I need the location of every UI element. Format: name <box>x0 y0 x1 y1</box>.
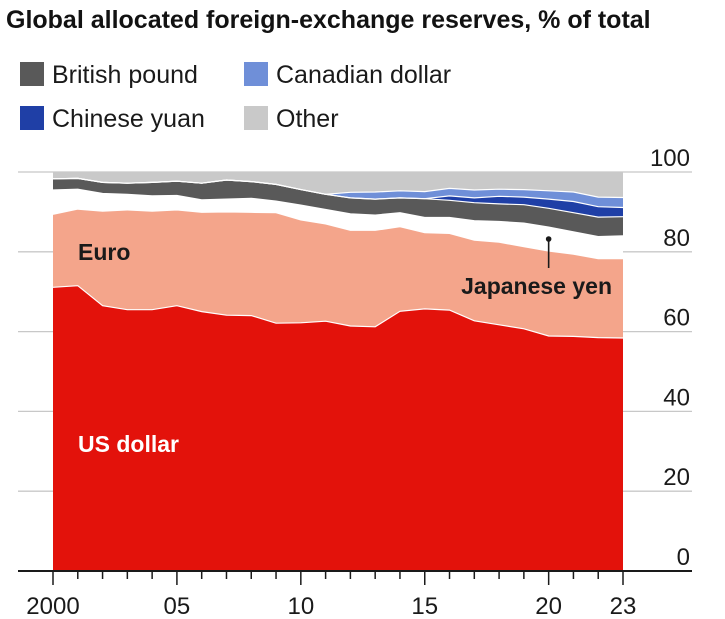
legend-swatch-british-pound <box>20 62 44 86</box>
series-label-euro: Euro <box>78 239 130 265</box>
y-tick-label-20: 20 <box>663 464 690 491</box>
chart-title: Global allocated foreign-exchange reserv… <box>6 6 651 34</box>
axes: 2000 05 10 15 20 23 0 20 40 60 80 100 <box>18 145 692 619</box>
legend-swatch-canadian-dollar <box>244 62 268 86</box>
series-label-japanese-yen: Japanese yen <box>461 273 612 299</box>
area-us-dollar <box>53 285 623 571</box>
series-labels: US dollar Euro Japanese yen <box>78 236 612 457</box>
area-british-pound <box>53 178 623 237</box>
separator-canadian-dollar <box>52 177 624 199</box>
y-tick-label-40: 40 <box>663 384 690 411</box>
legend-swatch-other <box>244 106 268 130</box>
x-tick-label-05: 05 <box>164 593 191 619</box>
legend-label-british-pound: British pound <box>52 61 198 89</box>
x-tick-label-10: 10 <box>287 593 314 619</box>
area-japanese-yen <box>53 189 623 259</box>
x-tick-label-15: 15 <box>411 593 438 619</box>
separator-japanese-yen <box>52 188 624 238</box>
japanese-yen-pointer-dot <box>545 236 552 242</box>
legend-label-other: Other <box>276 105 339 133</box>
separator-euro <box>52 208 623 260</box>
legend-swatch-chinese-yuan <box>20 106 44 130</box>
series-label-us-dollar: US dollar <box>78 431 179 457</box>
x-tick-label-23: 23 <box>610 593 637 619</box>
y-tick-label-100: 100 <box>650 145 690 172</box>
x-tick-label-20: 20 <box>535 593 562 619</box>
y-tick-label-0: 0 <box>677 544 690 571</box>
y-tick-label-80: 80 <box>663 225 690 252</box>
stacked-areas <box>52 172 624 571</box>
separator-us-dollar <box>52 285 624 339</box>
area-canadian-dollar <box>53 178 623 208</box>
area-chinese-yuan <box>53 178 623 218</box>
legend-label-canadian-dollar: Canadian dollar <box>276 61 451 89</box>
legend-label-chinese-yuan: Chinese yuan <box>52 105 205 133</box>
area-other <box>53 172 623 198</box>
y-tick-label-60: 60 <box>663 305 690 332</box>
x-tick-label-2000: 2000 <box>26 593 79 619</box>
area-euro <box>53 209 623 338</box>
legend: British pound Canadian dollar Chinese yuan… <box>20 61 451 133</box>
